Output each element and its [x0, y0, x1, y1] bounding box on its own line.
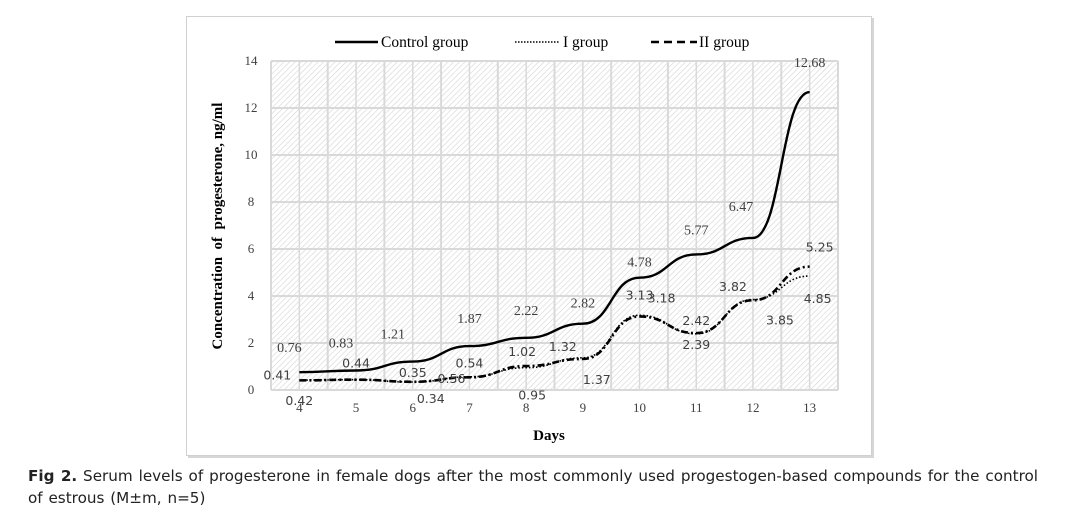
x-tick-label: 5 — [353, 400, 360, 415]
data-label: 2.22 — [514, 304, 539, 319]
x-tick-label: 10 — [633, 400, 646, 415]
data-label: 1.37 — [583, 372, 611, 387]
data-label: 0.35 — [399, 365, 427, 380]
data-label: 1.32 — [549, 339, 577, 354]
gridlines — [270, 60, 839, 391]
series-line-ii-group — [299, 265, 810, 384]
chart-frame: Control group I group II group 0 2 4 6 8 10 12 14… — [186, 16, 872, 456]
data-label: 6.47 — [729, 200, 754, 215]
y-tick-label: 8 — [248, 194, 255, 209]
data-label: 0.83 — [329, 336, 354, 351]
x-tick-label: 11 — [690, 400, 703, 415]
data-label: 0.76 — [277, 341, 302, 356]
data-label: 4.78 — [627, 256, 652, 271]
data-label: 12.68 — [794, 56, 826, 71]
y-tick-label: 6 — [248, 241, 255, 256]
data-labels: 0.76 0.83 1.21 1.87 2.22 2.82 4.78 5.77 6.47 12.6… — [263, 56, 833, 408]
legend-label: Control group — [381, 34, 469, 51]
legend: Control group I group II group — [335, 34, 750, 51]
caption-prefix: Fig 2. — [28, 467, 78, 485]
x-tick-label: 7 — [466, 400, 473, 415]
y-tick-label: 4 — [248, 288, 255, 303]
x-tick-label: 4 — [296, 400, 303, 415]
y-axis-title: Concentration of progesterone, ng/ml — [210, 103, 226, 350]
data-label: 0.56 — [438, 371, 466, 386]
data-label: 0.41 — [263, 367, 291, 382]
data-label: 5.25 — [806, 240, 834, 255]
data-label: 1.87 — [457, 312, 482, 327]
line-chart: Control group I group II group 0 2 4 6 8 10 12 14… — [210, 34, 839, 444]
y-tick-label: 0 — [248, 382, 255, 397]
x-tick-label: 13 — [803, 400, 816, 415]
data-label: 0.44 — [342, 356, 370, 371]
legend-item-ii-group: II group — [651, 34, 750, 51]
data-label: 3.18 — [648, 290, 676, 305]
data-label: 2.42 — [682, 313, 710, 328]
legend-label: I group — [563, 34, 608, 51]
data-label: 3.13 — [626, 287, 654, 302]
legend-item-i-group: I group — [515, 34, 608, 51]
data-label: 5.77 — [684, 223, 709, 238]
data-label: 2.39 — [682, 337, 710, 352]
data-label: 0.42 — [285, 393, 313, 408]
y-tick-label: 12 — [245, 100, 258, 115]
legend-label: II group — [699, 34, 750, 51]
y-tick-label: 10 — [245, 147, 258, 162]
data-label: 4.85 — [804, 291, 832, 306]
x-axis-ticks: 4 5 6 7 8 9 10 11 12 13 — [296, 400, 816, 415]
x-axis-title: Days — [533, 428, 565, 444]
x-tick-label: 9 — [580, 400, 587, 415]
legend-item-control-group: Control group — [335, 34, 469, 51]
y-tick-label: 14 — [245, 53, 259, 68]
data-label: 0.34 — [417, 391, 445, 406]
x-tick-label: 8 — [523, 400, 530, 415]
data-label: 3.82 — [719, 279, 747, 294]
data-label: 0.95 — [518, 388, 546, 403]
caption-text: Serum levels of progesterone in female d… — [28, 467, 1038, 507]
data-label: 1.21 — [381, 328, 406, 343]
data-label: 1.02 — [508, 344, 536, 359]
y-axis-ticks: 0 2 4 6 8 10 12 14 — [245, 53, 259, 397]
y-tick-label: 2 — [248, 335, 255, 350]
series-line-control-group — [299, 90, 810, 374]
x-tick-label: 12 — [746, 400, 759, 415]
series-lines — [299, 90, 810, 384]
figure-caption: Fig 2. Serum levels of progesterone in f… — [28, 465, 1038, 509]
data-label: 2.82 — [571, 297, 596, 312]
x-tick-label: 6 — [410, 400, 417, 415]
data-label: 0.54 — [456, 355, 484, 370]
data-label: 3.85 — [766, 313, 794, 328]
